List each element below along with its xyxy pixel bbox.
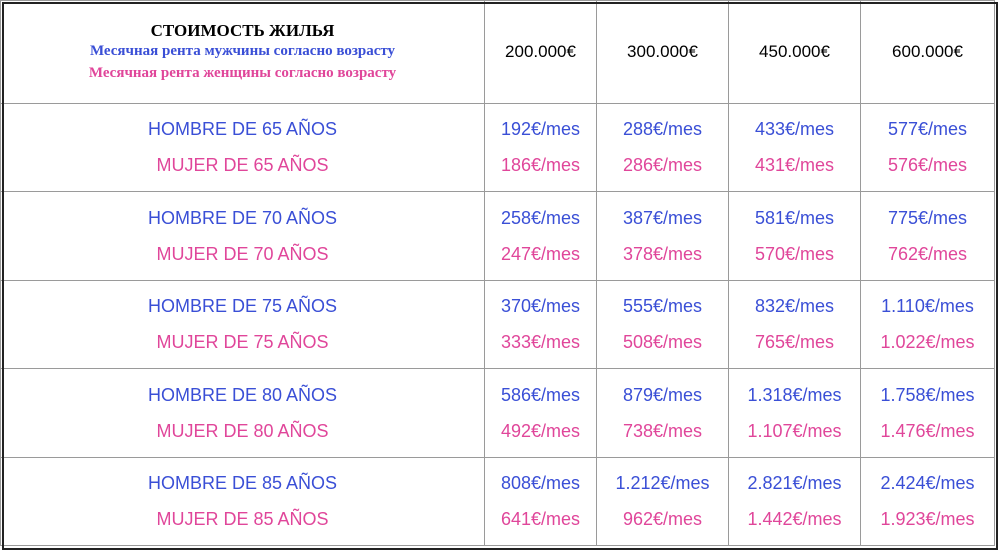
rent-value-cell: 192€/mes 186€/mes [484,102,597,193]
men-rent-value: 1.110€/mes [881,296,974,317]
price-header-450000: 450.000€ [728,0,861,104]
age-label-cell: HOMBRE DE 65 AÑOS MUJER DE 65 AÑOS [0,102,485,193]
men-rent-value: 879€/mes [622,384,703,405]
men-rent-value: 288€/mes [622,119,703,140]
men-rent-value: 370€/mes [500,296,581,317]
rent-value-cell: 2.424€/mes 1.923€/mes [860,456,995,546]
table-row: HOMBRE DE 80 AÑOS MUJER DE 80 AÑOS 586€/me… [0,368,995,458]
men-age-label: HOMBRE DE 75 AÑOS [147,296,338,317]
men-rent-value: 555€/mes [622,296,703,317]
men-rent-value: 577€/mes [887,119,968,140]
men-rent-value: 1.758€/mes [880,384,975,405]
men-age-label: HOMBRE DE 85 AÑOS [147,473,338,494]
age-label-cell: HOMBRE DE 85 AÑOS MUJER DE 85 AÑOS [0,456,485,546]
women-rent-value: 738€/mes [622,420,703,441]
women-rent-value: 1.442€/mes [747,509,842,530]
women-rent-value: 641€/mes [500,509,581,530]
women-rent-value: 333€/mes [500,332,581,353]
price-header-300000: 300.000€ [596,0,729,104]
women-rent-value: 508€/mes [622,332,703,353]
men-rent-value: 192€/mes [500,119,581,140]
women-age-label: MUJER DE 75 AÑOS [156,332,329,353]
rent-value-cell: 1.212€/mes 962€/mes [596,456,729,546]
men-caption: Месячная рента мужчины согласно возрасту [89,42,396,59]
men-rent-value: 581€/mes [754,207,835,228]
women-age-label: MUJER DE 85 AÑOS [156,509,329,530]
men-rent-value: 832€/mes [754,296,835,317]
men-rent-value: 433€/mes [754,119,835,140]
women-rent-value: 431€/mes [754,155,835,176]
women-rent-value: 378€/mes [622,243,703,264]
men-age-label: HOMBRE DE 80 AÑOS [147,384,338,405]
rent-value-cell: 1.758€/mes 1.476€/mes [860,368,995,458]
rent-value-cell: 2.821€/mes 1.442€/mes [728,456,861,546]
table-title: СТОИМОСТЬ ЖИЛЬЯ [150,20,335,40]
women-age-label: MUJER DE 80 AÑOS [156,420,329,441]
women-age-label: MUJER DE 65 AÑOS [156,155,329,176]
men-rent-value: 2.821€/mes [747,473,842,494]
header-row: СТОИМОСТЬ ЖИЛЬЯ Месячная рента мужчины с… [0,0,995,104]
table-row: HOMBRE DE 75 AÑOS MUJER DE 75 AÑOS 370€/me… [0,279,995,370]
rent-value-cell: 581€/mes 570€/mes [728,191,861,281]
women-rent-value: 765€/mes [754,332,835,353]
header-label-cell: СТОИМОСТЬ ЖИЛЬЯ Месячная рента мужчины с… [0,0,485,104]
men-rent-value: 387€/mes [622,207,703,228]
rent-value-cell: 1.110€/mes 1.022€/mes [860,279,995,370]
rent-value-cell: 586€/mes 492€/mes [484,368,597,458]
women-rent-value: 1.476€/mes [880,420,975,441]
men-rent-value: 1.212€/mes [615,473,710,494]
women-rent-value: 186€/mes [500,155,581,176]
table-row: HOMBRE DE 85 AÑOS MUJER DE 85 AÑOS 808€/me… [0,456,995,546]
rent-value-cell: 258€/mes 247€/mes [484,191,597,281]
rent-value-cell: 555€/mes 508€/mes [596,279,729,370]
men-rent-value: 2.424€/mes [880,473,975,494]
table-row: HOMBRE DE 65 AÑOS MUJER DE 65 AÑOS 192€/me… [0,102,995,193]
women-rent-value: 286€/mes [622,155,703,176]
women-rent-value: 492€/mes [500,420,581,441]
price-header-600000: 600.000€ [860,0,995,104]
women-rent-value: 576€/mes [887,155,968,176]
men-age-label: HOMBRE DE 65 AÑOS [147,119,338,140]
rent-value-cell: 433€/mes 431€/mes [728,102,861,193]
men-rent-value: 808€/mes [500,473,581,494]
women-rent-value: 962€/mes [622,509,703,530]
women-rent-value: 247€/mes [500,243,581,264]
men-rent-value: 258€/mes [500,207,581,228]
women-rent-value: 1.923€/mes [880,509,975,530]
women-caption: Месячная рента женщины согласно возрасту [88,64,397,81]
rent-value-cell: 370€/mes 333€/mes [484,279,597,370]
women-rent-value: 762€/mes [887,243,968,264]
women-age-label: MUJER DE 70 AÑOS [156,243,329,264]
age-label-cell: HOMBRE DE 75 AÑOS MUJER DE 75 AÑOS [0,279,485,370]
men-age-label: HOMBRE DE 70 AÑOS [147,207,338,228]
rent-value-cell: 288€/mes 286€/mes [596,102,729,193]
men-rent-value: 775€/mes [887,207,968,228]
men-rent-value: 586€/mes [500,384,581,405]
rent-value-cell: 808€/mes 641€/mes [484,456,597,546]
women-rent-value: 1.022€/mes [880,332,975,353]
women-rent-value: 1.107€/mes [747,420,842,441]
men-rent-value: 1.318€/mes [747,384,842,405]
age-label-cell: HOMBRE DE 80 AÑOS MUJER DE 80 AÑOS [0,368,485,458]
rent-value-cell: 1.318€/mes 1.107€/mes [728,368,861,458]
rent-value-cell: 879€/mes 738€/mes [596,368,729,458]
women-rent-value: 570€/mes [754,243,835,264]
